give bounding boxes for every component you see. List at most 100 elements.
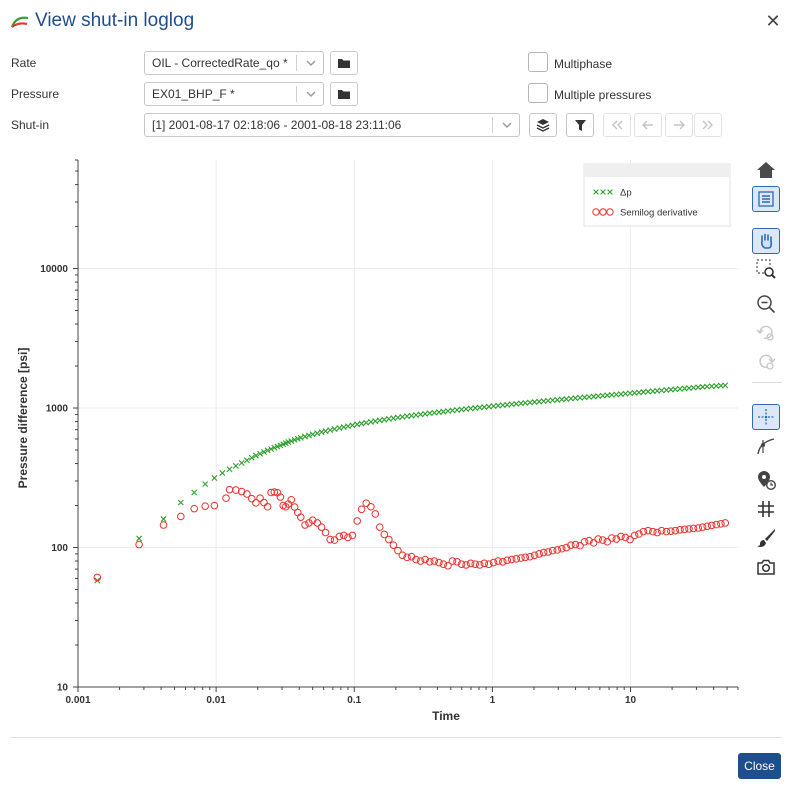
point-marker-icon <box>758 471 776 490</box>
legend-marker <box>607 189 613 195</box>
loglog-plot[interactable]: 0.001 0.01 0.1 1 10 10 100 1000 10000 Time Pressur… <box>0 150 750 730</box>
delta-p-point <box>399 413 406 420</box>
double-chevron-left-icon <box>612 120 623 130</box>
brush-icon <box>757 529 775 547</box>
delta-p-point <box>232 462 239 469</box>
footer-divider <box>10 737 782 738</box>
derivative-point <box>585 536 593 545</box>
derivative-point <box>475 561 484 569</box>
derivative-point <box>662 527 671 536</box>
derivative-point <box>159 521 168 529</box>
rate-select[interactable]: OIL - CorrectedRate_qo * <box>144 51 324 75</box>
next-shutin-button[interactable] <box>665 113 693 137</box>
multiple-pressures-checkbox[interactable] <box>528 83 548 103</box>
derivative-point <box>276 493 285 501</box>
delta-p-point <box>136 535 143 542</box>
tangent-line-button[interactable] <box>752 433 780 459</box>
layers-icon <box>536 119 550 132</box>
close-icon[interactable]: ✕ <box>765 11 781 31</box>
derivative-point <box>707 521 716 530</box>
filter-button[interactable] <box>566 113 594 137</box>
derivative-point <box>385 535 393 544</box>
derivative-point <box>330 536 339 544</box>
derivative-point <box>263 502 272 511</box>
pressure-select-value: EX01_BHP_F * <box>152 87 235 101</box>
delta-p-point <box>252 452 259 459</box>
camera-icon <box>757 559 775 575</box>
close-button[interactable]: Close <box>738 753 781 779</box>
reset-view-button[interactable] <box>752 157 780 183</box>
derivative-point <box>598 536 607 544</box>
derivative-point <box>671 526 680 535</box>
y-tick-label: 1000 <box>46 404 69 415</box>
delta-p-point <box>202 481 209 488</box>
delta-p-point <box>327 427 334 434</box>
derivative-point <box>703 522 711 531</box>
delta-p-point <box>349 422 356 429</box>
derivative-point <box>421 555 429 564</box>
zoom-out-button[interactable] <box>752 291 780 317</box>
delta-p-point <box>385 415 392 422</box>
legend-toggle-button[interactable] <box>752 186 780 212</box>
delta-p-point <box>219 470 226 477</box>
dialog-title: View shut-in loglog <box>35 10 195 31</box>
derivative-point <box>453 557 461 566</box>
delta-p-point <box>376 417 383 424</box>
derivative-point <box>485 560 493 568</box>
point-marker-button[interactable] <box>752 467 780 493</box>
zoom-redo-button[interactable] <box>752 349 780 375</box>
pressure-browse-button[interactable] <box>330 82 358 106</box>
derivative-point <box>439 560 448 568</box>
derivative-point <box>301 521 309 529</box>
multiphase-checkbox[interactable] <box>528 52 548 72</box>
x-axis-title: Time <box>432 709 460 723</box>
first-shutin-button[interactable] <box>603 113 631 137</box>
y-tick-label: 10000 <box>40 264 68 275</box>
crosshair-button[interactable] <box>752 404 780 430</box>
x-tick-label: 0.01 <box>206 695 226 706</box>
pressure-select[interactable]: EX01_BHP_F * <box>144 82 324 106</box>
pressure-label: Pressure <box>11 87 60 101</box>
derivative-point <box>649 527 657 536</box>
shutin-select[interactable]: [1] 2001-08-17 02:18:06 - 2001-08-18 23:… <box>144 113 520 137</box>
screenshot-button[interactable] <box>752 554 780 580</box>
zoom-box-button[interactable] <box>752 256 780 282</box>
derivative-point <box>339 531 348 540</box>
delta-p-point <box>191 489 198 496</box>
crosshair-icon <box>758 409 774 425</box>
delta-p-point <box>645 388 652 395</box>
pan-button[interactable] <box>752 228 780 254</box>
derivative-point <box>721 519 730 527</box>
derivative-point <box>317 523 326 531</box>
grid-button[interactable] <box>752 496 780 522</box>
derivative-point <box>685 525 693 533</box>
rate-browse-button[interactable] <box>330 51 358 75</box>
last-shutin-button[interactable] <box>694 113 722 137</box>
pan-icon <box>761 233 773 249</box>
derivative-point <box>694 524 702 532</box>
legend-header <box>585 165 729 177</box>
layers-button[interactable] <box>529 113 557 137</box>
loglog-chart[interactable]: 0.001 0.01 0.1 1 10 10 100 1000 10000 Time Pressur… <box>0 150 750 730</box>
derivative-point <box>93 573 102 582</box>
shutin-label: Shut-in <box>11 118 50 132</box>
derivative-point <box>380 530 389 539</box>
folder-icon <box>338 90 350 99</box>
delta-p-point <box>264 447 271 454</box>
previous-shutin-button[interactable] <box>634 113 662 137</box>
delta-p-point <box>238 459 245 466</box>
y-axis-title: Pressure difference [psi] <box>16 348 30 489</box>
legend-marker <box>606 208 614 216</box>
delta-p-point <box>690 384 697 391</box>
delta-p-point <box>708 383 715 390</box>
derivative-point <box>589 539 598 547</box>
derivative-point <box>190 504 199 513</box>
derivative-point <box>466 559 475 568</box>
derivative-point <box>712 520 721 529</box>
zoom-undo-button[interactable] <box>752 320 780 346</box>
derivative-point <box>517 554 525 562</box>
derivative-point <box>567 541 575 549</box>
brush-button[interactable] <box>752 525 780 551</box>
chevron-down-icon <box>306 60 316 66</box>
derivative-point <box>512 555 521 563</box>
